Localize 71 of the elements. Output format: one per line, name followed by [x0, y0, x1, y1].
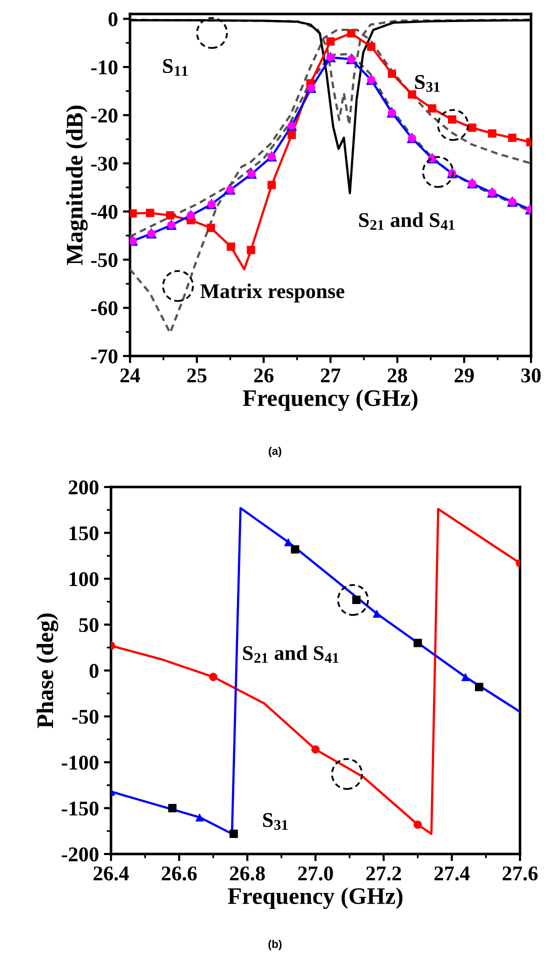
- y-tick-label: -200: [62, 847, 98, 862]
- point: [474, 682, 484, 692]
- x-tick-label: 27.0: [298, 866, 333, 881]
- y-tick-label: 150: [70, 526, 98, 540]
- x-tick-label: 26.6: [162, 866, 197, 881]
- x-tick-label: 26.4: [94, 866, 129, 881]
- point: [209, 672, 218, 682]
- point: [168, 804, 177, 812]
- point: [448, 115, 456, 124]
- x-tick-label: 28: [388, 368, 408, 382]
- y-tick-label: 100: [70, 572, 98, 586]
- y-tick-label: 200: [68, 480, 98, 494]
- x-axis-title: Frequency (GHz): [242, 389, 418, 411]
- x-tick-label: 26.8: [230, 866, 265, 881]
- y-axis-title: Phase (deg): [36, 614, 58, 728]
- annotation: S$_{21}$ and S$_{41}$: [359, 212, 454, 230]
- x-tick-label: 27.6: [502, 866, 538, 881]
- point: [226, 242, 236, 251]
- point: [508, 134, 516, 142]
- x-tick-label: 29: [454, 368, 474, 382]
- point: [146, 208, 154, 218]
- point: [414, 820, 422, 829]
- point: [230, 830, 238, 838]
- point: [166, 211, 174, 220]
- point: [388, 70, 396, 78]
- point: [367, 42, 376, 51]
- annotation: S$_{21}$ and S$_{41}$: [243, 645, 338, 663]
- point: [408, 90, 416, 99]
- point: [195, 813, 204, 822]
- x-tick-label: 27.2: [366, 866, 401, 881]
- y-tick-label: -60: [91, 301, 118, 316]
- y-tick-label: 0: [90, 664, 98, 678]
- point: [206, 224, 216, 232]
- point: [290, 545, 300, 554]
- text: (a): [268, 446, 282, 458]
- y-tick-label: -150: [62, 802, 98, 816]
- x-tick-label: 24: [120, 368, 140, 382]
- x-tick-label: 27: [320, 368, 340, 382]
- y-tick-label: 50: [79, 618, 98, 632]
- y-tick-label: -50: [72, 710, 98, 724]
- y-tick-label: -20: [91, 108, 118, 123]
- annotation: S$_{31}$: [263, 813, 288, 830]
- text: (b): [268, 940, 282, 950]
- point: [311, 745, 320, 754]
- y-tick-label: 0: [108, 12, 118, 26]
- point: [414, 638, 422, 648]
- y-tick-label: -40: [91, 204, 118, 219]
- y-axis-title: Magnitude (dB): [66, 106, 88, 265]
- y-tick-label: -100: [62, 756, 98, 770]
- point: [428, 104, 436, 113]
- point: [347, 29, 356, 38]
- x-tick-label: 25: [187, 368, 206, 382]
- y-tick-label: -50: [91, 253, 118, 268]
- point: [488, 129, 496, 138]
- x-tick-label: 30: [521, 368, 541, 382]
- x-tick-label: 27.4: [434, 866, 470, 881]
- x-axis-title: Frequency (GHz): [228, 887, 402, 909]
- y-tick-label: -70: [91, 349, 118, 364]
- point: [288, 130, 296, 140]
- point: [326, 37, 335, 46]
- point: [268, 180, 276, 190]
- point: [372, 609, 382, 618]
- annotation: S$_{11}$: [163, 59, 188, 76]
- point: [468, 124, 476, 132]
- annotation: S$_{31}$: [415, 75, 440, 92]
- annotation: Matrix response: [200, 284, 344, 302]
- y-tick-label: -30: [91, 156, 118, 171]
- x-tick-label: 26: [254, 368, 274, 382]
- point: [461, 672, 470, 682]
- point: [246, 246, 256, 254]
- y-tick-label: -10: [91, 60, 118, 74]
